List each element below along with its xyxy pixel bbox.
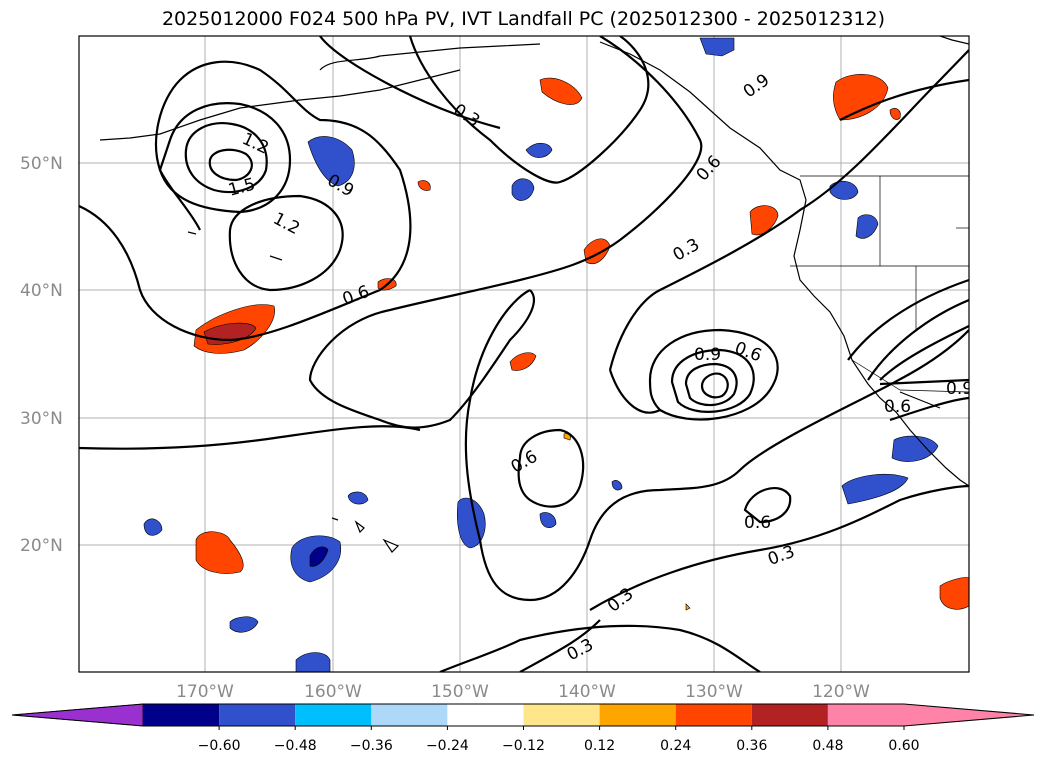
colorbar-tick-label: −0.36 (350, 738, 393, 754)
colorbar-segments (11, 703, 1035, 727)
colorbar-tick-label: −0.24 (426, 738, 469, 754)
lon-tick-label: 160°W (304, 682, 362, 702)
ivt-positive-blobs (193, 73, 969, 611)
ivt-negative-blobs (143, 37, 939, 672)
map-frame (78, 35, 970, 673)
colorbar-tick-label: 0.60 (888, 738, 919, 754)
map-title: 2025012000 F024 500 hPa PV, IVT Landfall… (161, 8, 886, 30)
lon-tick-label: 140°W (558, 682, 616, 702)
lon-tick-label: 120°W (812, 682, 870, 702)
contour-label: 0.9 (946, 379, 973, 399)
colorbar-tick-label: −0.12 (502, 738, 545, 754)
colorbar-segment (143, 704, 220, 726)
colorbar-segment (219, 704, 296, 726)
colorbar-segment (751, 704, 828, 726)
colorbar-segment (523, 704, 600, 726)
colorbar: −0.60 −0.48 −0.36 −0.24 −0.12 0.12 0.24 0.36 0.4… (11, 703, 1035, 754)
lon-tick-label: 130°W (685, 682, 743, 702)
colorbar-outline (11, 703, 1035, 727)
lon-tick-label: 150°W (431, 682, 489, 702)
contour-label: 0.9 (694, 345, 721, 365)
colorbar-segment (295, 704, 372, 726)
colorbar-segment (599, 704, 676, 726)
lat-tick-label: 40°N (20, 281, 63, 301)
colorbar-over-arrow (827, 704, 1034, 726)
colorbar-segment (371, 704, 448, 726)
colorbar-tick-label: 0.36 (736, 738, 767, 754)
colorbar-tick-label: −0.60 (198, 738, 241, 754)
lat-tick-label: 20°N (20, 536, 63, 556)
latitude-labels: 50°N 40°N 30°N 20°N (20, 154, 63, 556)
lat-tick-label: 50°N (20, 154, 63, 174)
colorbar-under-arrow (11, 703, 144, 727)
pv-contours (79, 36, 969, 672)
contour-label: 0.6 (884, 397, 911, 417)
longitude-labels: 170°W 160°W 150°W 140°W 130°W 120°W (176, 682, 870, 702)
colorbar-tick-label: −0.48 (274, 738, 317, 754)
colorbar-segment (447, 704, 524, 726)
contour-label: 0.6 (744, 513, 771, 533)
lat-tick-label: 30°N (20, 409, 63, 429)
lon-tick-label: 170°W (176, 682, 234, 702)
political-borders (790, 175, 969, 393)
colorbar-tick-label: 0.12 (584, 738, 615, 754)
colorbar-tick-label: 0.24 (660, 738, 691, 754)
colorbar-tick-label: 0.48 (812, 738, 843, 754)
colorbar-tick-labels: −0.60 −0.48 −0.36 −0.24 −0.12 0.12 0.24 0.36 0.4… (198, 726, 920, 754)
colorbar-segment (675, 704, 752, 726)
